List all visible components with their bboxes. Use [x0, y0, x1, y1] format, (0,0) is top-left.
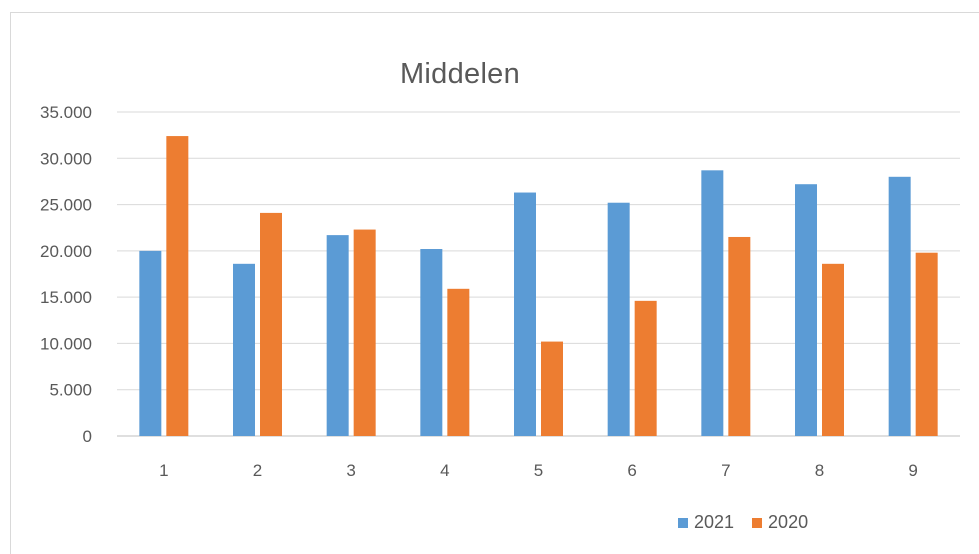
y-tick-label: 10.000	[40, 334, 92, 353]
bar-2021-1	[139, 250, 162, 436]
bar-2020-7	[728, 236, 751, 436]
bar-2021-9	[888, 176, 911, 437]
bar-2021-3	[326, 235, 349, 436]
bar-2020-2	[260, 212, 282, 436]
legend-label-2020: 2020	[768, 512, 809, 532]
x-tick-label: 2	[253, 461, 262, 480]
bar-2020-3	[353, 229, 376, 436]
x-tick-label: 8	[815, 461, 824, 480]
legend-item-2021: 2021	[678, 512, 734, 533]
x-tick-label: 4	[440, 461, 449, 480]
x-tick-label: 6	[627, 461, 636, 480]
y-tick-label: 30.000	[40, 149, 92, 168]
y-tick-label: 25.000	[40, 196, 92, 215]
bar-2021-7	[701, 170, 724, 436]
bar-2020-6	[634, 300, 657, 436]
y-tick-label: 20.000	[40, 242, 92, 261]
legend-item-2020: 2020	[752, 512, 808, 533]
y-tick-label: 35.000	[40, 103, 92, 122]
y-tick-label: 0	[83, 427, 92, 446]
chart-title: Middelen	[399, 58, 521, 90]
y-tick-label: 15.000	[40, 288, 92, 307]
x-tick-label: 7	[721, 461, 730, 480]
x-tick-label: 1	[159, 461, 168, 480]
x-tick-label: 9	[908, 461, 917, 480]
x-tick-label: 5	[534, 461, 543, 480]
legend: 2021 2020	[678, 512, 808, 533]
bar-2020-1	[166, 136, 189, 436]
bar-2021-2	[233, 263, 255, 436]
bar-2021-8	[795, 184, 817, 436]
y-tick-label: 5.000	[49, 381, 92, 400]
bar-2021-6	[607, 202, 630, 436]
bar-2021-5	[514, 192, 536, 436]
legend-swatch-2021	[678, 517, 688, 528]
bar-2020-9	[915, 252, 938, 436]
x-tick-label: 3	[346, 461, 355, 480]
bar-2020-8	[822, 263, 844, 436]
bar-2021-4	[420, 249, 443, 436]
legend-label-2021: 2021	[694, 512, 735, 532]
bar-2020-4	[447, 288, 470, 436]
legend-swatch-2020	[752, 517, 763, 528]
bar-2020-5	[541, 341, 563, 436]
